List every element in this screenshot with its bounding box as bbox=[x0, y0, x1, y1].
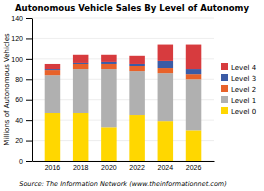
tick-label: 80 bbox=[15, 76, 23, 83]
bar bbox=[45, 70, 61, 75]
bar bbox=[158, 73, 174, 121]
x-tick: 2022 bbox=[129, 164, 145, 171]
x-tick: 2024 bbox=[158, 164, 174, 171]
bar-series bbox=[45, 113, 202, 161]
bar bbox=[129, 66, 145, 71]
x-tick: 2020 bbox=[101, 164, 117, 171]
bar bbox=[45, 75, 61, 113]
title: Autonomous Vehicle Sales By Level of Aut… bbox=[15, 3, 249, 13]
y-tick: 80 bbox=[15, 76, 32, 83]
legend-swatch bbox=[221, 63, 228, 70]
bar bbox=[73, 55, 89, 63]
tick-label: 20 bbox=[15, 137, 23, 144]
y-tick: 40 bbox=[15, 117, 32, 124]
bar bbox=[101, 64, 117, 69]
bar bbox=[129, 56, 145, 64]
legend-swatch bbox=[221, 85, 228, 92]
bar bbox=[129, 64, 145, 66]
tick-label: 2020 bbox=[101, 164, 117, 171]
tick-mark bbox=[26, 141, 32, 142]
bar bbox=[101, 69, 117, 127]
tick-mark bbox=[26, 120, 32, 121]
tick-label: 40 bbox=[15, 117, 23, 124]
bar bbox=[129, 71, 145, 115]
tick-mark bbox=[26, 38, 32, 39]
tick-label: 2026 bbox=[186, 164, 202, 171]
bar bbox=[186, 130, 202, 161]
plot-area bbox=[45, 45, 202, 161]
x-axis-title: Source: The Information Network (www.the… bbox=[19, 180, 226, 188]
grid-line bbox=[32, 38, 214, 39]
y-tick: 140 bbox=[11, 15, 32, 22]
bar bbox=[158, 68, 174, 73]
bar bbox=[101, 62, 117, 64]
legend-swatch bbox=[221, 96, 228, 103]
y-tick: 0 bbox=[19, 158, 32, 165]
x-tick: 2026 bbox=[186, 164, 202, 171]
bar-series bbox=[45, 45, 202, 70]
legend-item: Level 1 bbox=[221, 96, 256, 105]
bar bbox=[73, 69, 89, 113]
bar bbox=[73, 64, 89, 69]
x-tick: 2018 bbox=[73, 164, 89, 171]
bar bbox=[101, 55, 117, 62]
grid-line bbox=[32, 18, 214, 19]
tick-mark bbox=[26, 79, 32, 80]
y-tick: 120 bbox=[11, 35, 32, 42]
tick-label: 2018 bbox=[73, 164, 89, 171]
bar bbox=[186, 79, 202, 130]
bar bbox=[45, 64, 61, 69]
legend-item: Level 0 bbox=[221, 107, 256, 116]
legend-swatch bbox=[221, 74, 228, 81]
tick-mark bbox=[26, 100, 32, 101]
legend-label: Level 4 bbox=[231, 64, 257, 72]
legend-label: Level 3 bbox=[231, 75, 256, 83]
legend-item: Level 2 bbox=[221, 85, 256, 94]
bar bbox=[129, 115, 145, 161]
bar bbox=[73, 63, 89, 64]
bar bbox=[186, 45, 202, 70]
y-tick: 100 bbox=[11, 56, 32, 63]
bar bbox=[158, 45, 174, 61]
tick-mark bbox=[26, 18, 32, 19]
legend-label: Level 0 bbox=[231, 108, 256, 116]
tick-label: 2016 bbox=[45, 164, 61, 171]
legend-label: Level 1 bbox=[231, 97, 256, 105]
y-axis: 0 20 40 60 80 100 120 140 bbox=[11, 15, 32, 165]
axis-line bbox=[33, 161, 215, 162]
bar bbox=[45, 113, 61, 161]
tick-label: 2022 bbox=[129, 164, 145, 171]
bar bbox=[186, 69, 202, 74]
axis-line bbox=[32, 19, 33, 162]
bar-series bbox=[45, 61, 202, 74]
legend-swatch bbox=[221, 107, 228, 114]
bar bbox=[186, 74, 202, 79]
tick-label: 0 bbox=[19, 158, 23, 165]
tick-label: 120 bbox=[11, 35, 23, 42]
legend-item: Level 3 bbox=[221, 74, 256, 83]
bar bbox=[101, 127, 117, 161]
bar bbox=[158, 61, 174, 68]
y-tick: 60 bbox=[15, 96, 32, 103]
legend: Level 4 Level 3 Level 2 Level 1 Level 0 bbox=[221, 63, 257, 116]
bar-series bbox=[45, 64, 202, 79]
y-tick: 20 bbox=[15, 137, 32, 144]
tick-label: 100 bbox=[11, 56, 23, 63]
bar bbox=[45, 69, 61, 70]
chart: 0204060801001201402016201820202022202420… bbox=[0, 0, 264, 191]
y-axis-title: Millions of Autonomous Vehicles bbox=[3, 33, 11, 146]
tick-label: 2024 bbox=[158, 164, 174, 171]
tick-label: 140 bbox=[11, 15, 23, 22]
x-axis: 2016 2018 2020 2022 2024 2026 bbox=[33, 162, 215, 171]
tick-mark bbox=[26, 59, 32, 60]
legend-label: Level 2 bbox=[231, 86, 256, 94]
x-tick: 2016 bbox=[45, 164, 61, 171]
bar bbox=[158, 121, 174, 161]
bar-series bbox=[45, 69, 202, 130]
bar bbox=[73, 113, 89, 161]
tick-label: 60 bbox=[15, 96, 23, 103]
legend-item: Level 4 bbox=[221, 63, 257, 72]
tick-mark bbox=[26, 161, 32, 162]
grid bbox=[32, 18, 214, 161]
